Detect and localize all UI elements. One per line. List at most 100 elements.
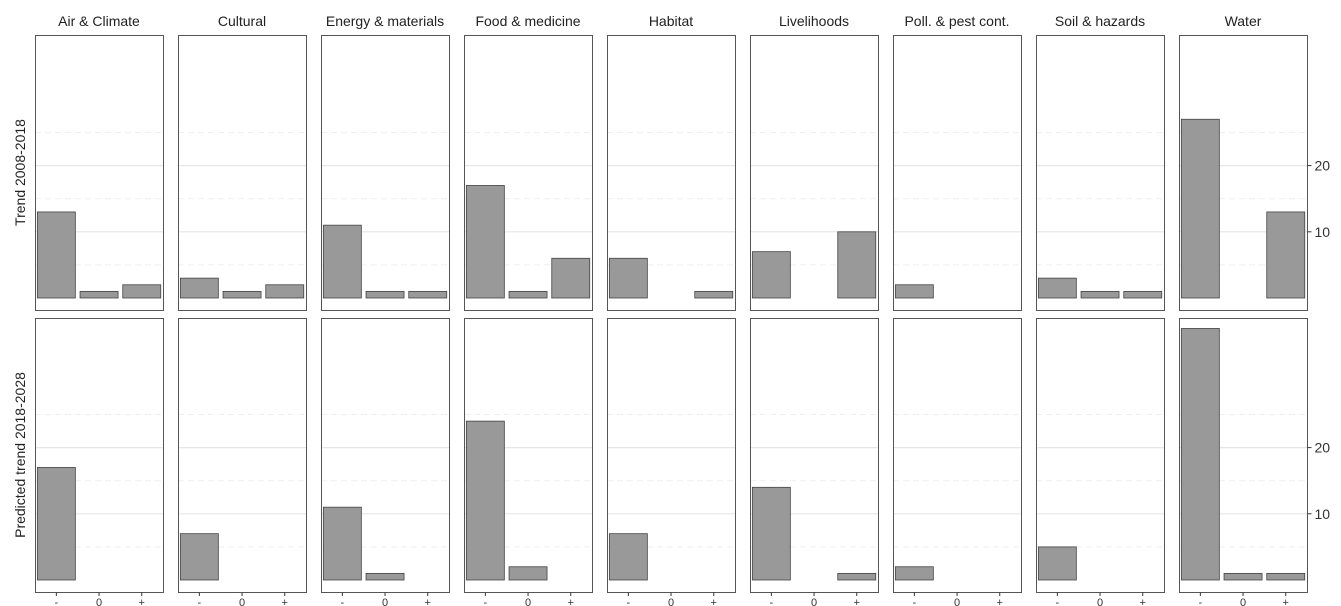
- panel: [750, 35, 879, 311]
- x-tick-label: +: [282, 597, 288, 606]
- x-tick-label: -: [55, 597, 59, 606]
- facet-title: Food & medicine: [475, 13, 580, 29]
- facet-title: Air & Climate: [58, 13, 140, 29]
- x-tick-label: 0: [668, 597, 674, 606]
- facet-title: Water: [1225, 13, 1262, 29]
- panel: [1036, 35, 1165, 311]
- panel-border: [321, 35, 450, 311]
- x-tick-label: -: [1199, 597, 1203, 606]
- bar: [179, 533, 219, 581]
- panel: [321, 35, 450, 311]
- bar: [1123, 290, 1163, 299]
- bar: [465, 420, 505, 581]
- panel: [178, 35, 307, 311]
- bar: [1080, 290, 1120, 299]
- panel-border: [1036, 35, 1165, 311]
- panel-border: [750, 35, 879, 311]
- bar: [1223, 572, 1263, 581]
- x-tick-label: +: [425, 597, 431, 606]
- panel-border: [178, 35, 307, 311]
- bar: [608, 257, 648, 299]
- bar: [837, 231, 877, 299]
- x-tick-label: -: [484, 597, 488, 606]
- bar: [179, 277, 219, 299]
- x-tick-label: 0: [96, 597, 102, 606]
- y-tick-label: 20: [1315, 158, 1331, 174]
- facet-title: Livelihoods: [779, 13, 849, 29]
- panel-border: [893, 318, 1022, 593]
- panel: [1179, 35, 1308, 311]
- x-tick-label: 0: [954, 597, 960, 606]
- x-tick-label: -: [627, 597, 631, 606]
- bar: [894, 566, 934, 581]
- bar: [408, 290, 448, 299]
- bar: [1266, 572, 1306, 581]
- facet-title: Habitat: [649, 13, 693, 29]
- bar: [122, 284, 162, 299]
- x-tick-label: +: [1140, 597, 1146, 606]
- panel: [464, 35, 593, 311]
- panel: [178, 318, 307, 593]
- x-tick-label: +: [568, 597, 574, 606]
- panel-border: [1179, 35, 1308, 311]
- bar: [608, 533, 648, 581]
- x-tick-label: +: [997, 597, 1003, 606]
- x-tick-label: 0: [811, 597, 817, 606]
- bar: [751, 251, 791, 299]
- bar: [1266, 211, 1306, 299]
- bar: [894, 284, 934, 299]
- bar: [36, 467, 76, 581]
- x-tick-label: +: [854, 597, 860, 606]
- bar: [365, 290, 405, 299]
- bar: [837, 572, 877, 581]
- x-tick-label: 0: [382, 597, 388, 606]
- panel: [893, 35, 1022, 311]
- panel: [607, 35, 736, 311]
- panel-border: [607, 35, 736, 311]
- bar: [222, 290, 262, 299]
- x-tick-label: -: [198, 597, 202, 606]
- bar: [322, 224, 362, 299]
- bar: [551, 257, 591, 299]
- x-tick-label: +: [1283, 597, 1289, 606]
- x-tick-label: 0: [525, 597, 531, 606]
- y-tick-label: 10: [1315, 506, 1331, 522]
- x-tick-label: -: [770, 597, 774, 606]
- panel: [607, 318, 736, 593]
- row-label: Predicted trend 2018-2028: [12, 372, 28, 538]
- panel-border: [35, 35, 164, 311]
- x-tick-label: -: [341, 597, 345, 606]
- facet-title: Poll. & pest cont.: [904, 13, 1009, 29]
- y-tick-label: 20: [1315, 440, 1331, 456]
- bar: [751, 486, 791, 581]
- bar: [1037, 546, 1077, 581]
- bar: [1180, 328, 1220, 581]
- facet-title: Cultural: [218, 13, 266, 29]
- facet-title: Energy & materials: [326, 13, 444, 29]
- x-tick-label: 0: [239, 597, 245, 606]
- panel-border: [464, 35, 593, 311]
- x-tick-label: -: [1056, 597, 1060, 606]
- facet-title: Soil & hazards: [1055, 13, 1145, 29]
- bar: [1180, 118, 1220, 299]
- panel: [35, 318, 164, 593]
- panel: [750, 318, 879, 593]
- panel: [35, 35, 164, 311]
- bar: [508, 290, 548, 299]
- bar: [265, 284, 305, 299]
- x-tick-label: -: [913, 597, 917, 606]
- panel: [1179, 318, 1308, 593]
- panel: [464, 318, 593, 593]
- bar: [365, 572, 405, 581]
- bar: [508, 566, 548, 581]
- panel: [893, 318, 1022, 593]
- row-label: Trend 2008-2018: [12, 119, 28, 226]
- panel: [1036, 318, 1165, 593]
- bar: [1037, 277, 1077, 299]
- panel-border: [893, 35, 1022, 311]
- x-tick-label: +: [711, 597, 717, 606]
- x-tick-label: 0: [1097, 597, 1103, 606]
- bar: [36, 211, 76, 299]
- y-tick-label: 10: [1315, 224, 1331, 240]
